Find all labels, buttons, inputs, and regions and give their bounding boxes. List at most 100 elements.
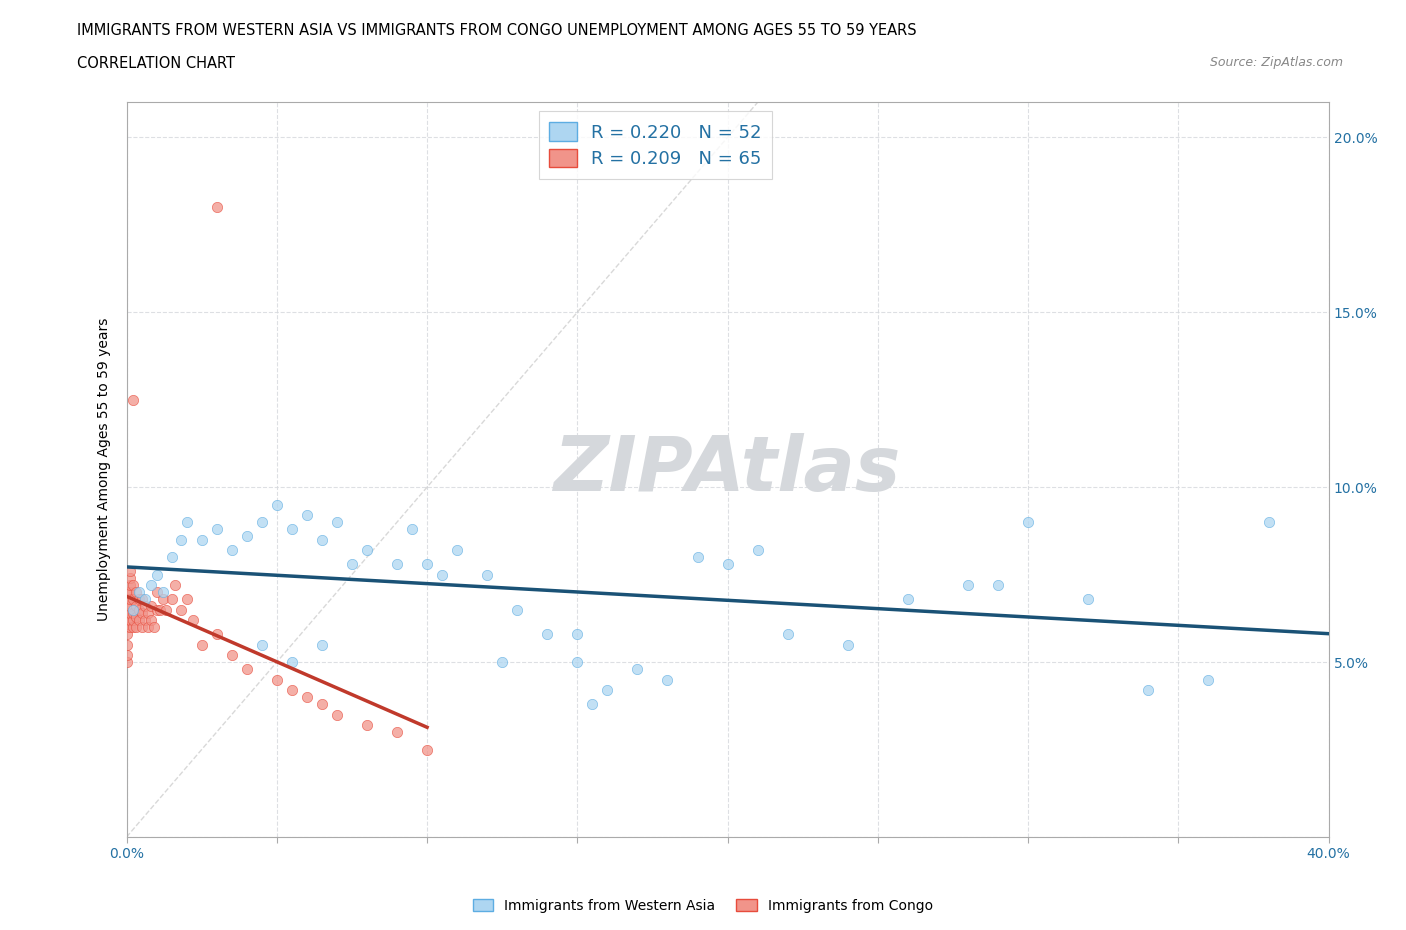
- Point: [139, 613, 162, 628]
- Point: [121, 602, 143, 617]
- Point: [145, 567, 167, 582]
- Point: [134, 599, 156, 614]
- Point: [190, 637, 212, 652]
- Text: IMMIGRANTS FROM WESTERN ASIA VS IMMIGRANTS FROM CONGO UNEMPLOYMENT AMONG AGES 55: IMMIGRANTS FROM WESTERN ASIA VS IMMIGRAN…: [77, 23, 917, 38]
- Point: [311, 637, 333, 652]
- Point: [356, 718, 378, 733]
- Point: [131, 619, 153, 634]
- Point: [295, 690, 318, 705]
- Point: [626, 661, 648, 676]
- Text: CORRELATION CHART: CORRELATION CHART: [77, 56, 235, 71]
- Point: [152, 591, 174, 606]
- Point: [131, 605, 153, 620]
- Point: [385, 557, 408, 572]
- Point: [205, 627, 228, 642]
- Point: [118, 571, 141, 586]
- Point: [124, 585, 146, 600]
- Point: [475, 567, 498, 582]
- Point: [118, 564, 141, 578]
- Point: [134, 591, 156, 606]
- Point: [131, 591, 153, 606]
- Point: [987, 578, 1010, 592]
- Point: [356, 543, 378, 558]
- Point: [118, 591, 141, 606]
- Point: [142, 619, 165, 634]
- Text: ZIPAtlas: ZIPAtlas: [554, 432, 901, 507]
- Legend: R = 0.220   N = 52, R = 0.209   N = 65: R = 0.220 N = 52, R = 0.209 N = 65: [538, 112, 772, 179]
- Point: [326, 514, 349, 529]
- Point: [897, 591, 920, 606]
- Point: [221, 647, 243, 662]
- Point: [401, 522, 423, 537]
- Point: [266, 498, 288, 512]
- Y-axis label: Unemployment Among Ages 55 to 59 years: Unemployment Among Ages 55 to 59 years: [97, 318, 111, 621]
- Point: [506, 602, 529, 617]
- Point: [169, 602, 191, 617]
- Point: [139, 599, 162, 614]
- Point: [596, 683, 619, 698]
- Point: [128, 591, 150, 606]
- Point: [221, 543, 243, 558]
- Point: [716, 557, 740, 572]
- Point: [190, 532, 212, 547]
- Point: [416, 557, 439, 572]
- Point: [115, 627, 138, 642]
- Point: [121, 613, 143, 628]
- Point: [235, 661, 259, 676]
- Point: [136, 605, 159, 620]
- Point: [124, 619, 146, 634]
- Point: [145, 585, 167, 600]
- Point: [567, 655, 589, 670]
- Point: [139, 578, 162, 592]
- Point: [1257, 514, 1279, 529]
- Point: [118, 605, 141, 620]
- Point: [235, 528, 259, 543]
- Point: [281, 683, 304, 698]
- Point: [686, 550, 709, 565]
- Point: [176, 591, 198, 606]
- Point: [149, 602, 172, 617]
- Point: [163, 578, 186, 592]
- Point: [128, 613, 150, 628]
- Point: [581, 697, 603, 711]
- Point: [160, 591, 183, 606]
- Point: [169, 532, 191, 547]
- Point: [266, 672, 288, 687]
- Point: [295, 508, 318, 523]
- Point: [311, 697, 333, 711]
- Point: [176, 514, 198, 529]
- Point: [134, 613, 156, 628]
- Point: [118, 619, 141, 634]
- Point: [115, 655, 138, 670]
- Point: [657, 672, 679, 687]
- Point: [250, 637, 273, 652]
- Point: [281, 655, 304, 670]
- Point: [124, 599, 146, 614]
- Point: [956, 578, 979, 592]
- Point: [145, 602, 167, 617]
- Legend: Immigrants from Western Asia, Immigrants from Congo: Immigrants from Western Asia, Immigrants…: [467, 894, 939, 919]
- Point: [181, 613, 204, 628]
- Point: [115, 619, 138, 634]
- Point: [115, 605, 138, 620]
- Point: [385, 724, 408, 739]
- Point: [118, 578, 141, 592]
- Point: [1197, 672, 1219, 687]
- Point: [340, 557, 363, 572]
- Point: [430, 567, 453, 582]
- Point: [311, 532, 333, 547]
- Point: [747, 543, 769, 558]
- Point: [446, 543, 468, 558]
- Point: [837, 637, 859, 652]
- Point: [118, 585, 141, 600]
- Point: [121, 619, 143, 634]
- Point: [121, 591, 143, 606]
- Point: [121, 578, 143, 592]
- Point: [118, 613, 141, 628]
- Point: [1137, 683, 1160, 698]
- Point: [205, 522, 228, 537]
- Point: [118, 599, 141, 614]
- Point: [124, 609, 146, 624]
- Point: [115, 647, 138, 662]
- Point: [115, 637, 138, 652]
